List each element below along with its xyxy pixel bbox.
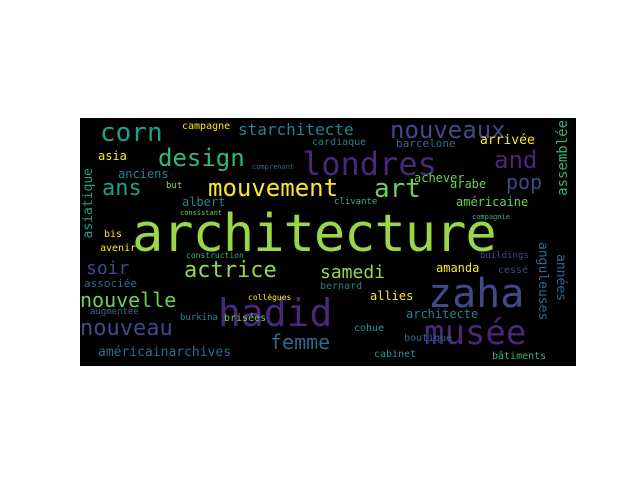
word: hadid: [218, 291, 333, 335]
word: assemblée: [555, 120, 571, 196]
word: barcelone: [396, 137, 456, 150]
word: pop: [506, 170, 543, 194]
word: américainarchives: [98, 345, 232, 360]
word: comprenant: [252, 163, 295, 171]
word-cloud: architecture zaha hadid londres musée mo…: [80, 118, 576, 366]
word: cardiaque: [312, 137, 367, 148]
word: compagnie: [472, 213, 510, 221]
word: londres: [302, 145, 437, 183]
word: samedi: [320, 262, 386, 283]
word: nouveaux: [390, 118, 506, 144]
word: asiatique: [81, 168, 96, 239]
word: arabe: [450, 177, 487, 191]
word: nouveau: [80, 316, 173, 341]
word: brisées: [224, 313, 267, 324]
word: buildings: [480, 251, 529, 261]
word: anguleuses: [535, 242, 550, 321]
word: ans: [102, 176, 142, 201]
word: cessé: [498, 265, 529, 276]
word: associée: [84, 277, 137, 290]
word: design: [158, 144, 245, 172]
word: construction: [186, 251, 244, 260]
word: collègues: [248, 293, 292, 302]
word: architecture: [132, 204, 497, 264]
word: nouvelle: [80, 288, 177, 312]
word: art: [374, 174, 421, 204]
word: femme: [270, 330, 331, 354]
word: américaine: [456, 195, 529, 209]
word: architecte: [406, 307, 479, 321]
word: albert: [182, 195, 226, 209]
word: allies: [370, 289, 414, 303]
word: clivante: [334, 197, 378, 207]
word: augmentée: [90, 307, 139, 317]
word: bernard: [320, 281, 363, 292]
word: arrivée: [480, 133, 535, 148]
word: avenir: [100, 243, 137, 254]
word: cohue: [354, 323, 385, 334]
word: campagne: [182, 121, 231, 132]
word: cabinet: [374, 349, 417, 360]
word: burkina: [180, 313, 218, 323]
word: achever: [414, 171, 465, 185]
word: actrice: [184, 258, 277, 283]
word: musée: [424, 313, 527, 353]
word: starchitecte: [238, 120, 354, 139]
word: zaha: [428, 271, 525, 317]
word: corn: [100, 118, 163, 148]
word: bâtiments: [492, 351, 547, 362]
word: amanda: [436, 261, 480, 275]
word: soir: [86, 258, 130, 279]
word: but: [166, 181, 183, 191]
word: années: [553, 254, 568, 301]
word: consistant: [180, 209, 223, 217]
word: and: [494, 146, 538, 174]
word: asia: [98, 149, 127, 163]
word: anciens: [118, 167, 169, 181]
word: bis: [104, 229, 123, 240]
word: boutique: [404, 333, 453, 344]
word: mouvement: [208, 174, 339, 202]
